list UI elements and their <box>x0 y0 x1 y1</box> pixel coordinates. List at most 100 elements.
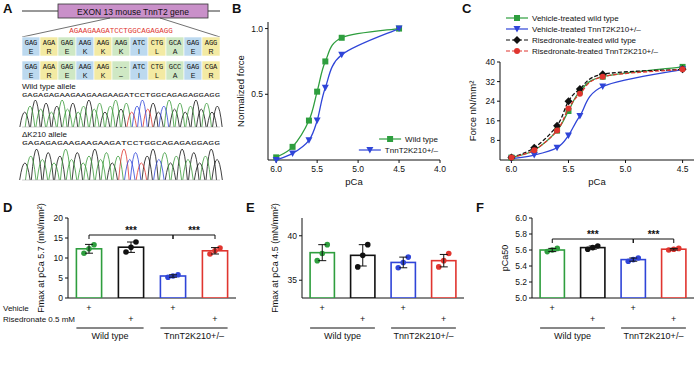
codon: ATC <box>133 39 146 47</box>
exon-box <box>58 4 208 18</box>
codon-cell <box>130 37 148 56</box>
error-bar <box>169 275 177 277</box>
treatment-mark: + <box>590 314 595 324</box>
treatment-mark: + <box>441 314 446 324</box>
data-point <box>355 264 361 270</box>
trace-sequence: GAGAGAGAAGAAGAAGAAGATCCTGGCAGAGAGGAGG <box>22 92 220 99</box>
bar-chart: 5.05.25.45.65.86.0pCa50******++++Wild ty… <box>500 213 694 341</box>
bar <box>581 248 605 298</box>
bar <box>202 251 227 298</box>
y-tick-label: 5.0 <box>515 293 527 303</box>
codon: GCA <box>169 39 182 47</box>
y-tick <box>65 298 68 299</box>
series-line <box>511 69 682 157</box>
data-point <box>600 74 606 80</box>
amino-acid: I <box>138 48 140 55</box>
codon-cell <box>166 37 184 56</box>
y-axis-label: Fmax at pCa 5.7 (mN/mm²) <box>36 203 46 313</box>
codon-cell <box>148 37 166 56</box>
data-point <box>554 128 560 134</box>
codon-cell <box>166 61 184 80</box>
y-tick <box>529 266 532 267</box>
amino-acid: A <box>173 48 178 55</box>
y-tick-label: 15 <box>54 233 64 243</box>
treatment-mark: + <box>320 303 325 313</box>
data-point <box>338 52 345 59</box>
group-label: Wild type <box>91 331 128 341</box>
trace-peaks <box>20 149 223 180</box>
trace-peaks <box>25 100 211 127</box>
data-point <box>339 35 345 41</box>
legend-label: Vehicle-treated TnnT2K210+/– <box>532 25 641 34</box>
group-line <box>621 328 686 329</box>
series-line <box>511 69 682 157</box>
amino-acid: – <box>119 72 123 79</box>
treatment-mark: + <box>631 303 636 313</box>
y-tick-label: 6.0 <box>515 213 527 223</box>
trace-sequence: GAGAGAGAAGAAGAAGATCCTGGCAGAGAGGAGG <box>22 140 220 147</box>
legend-label: TnnT2K210+/– <box>385 146 439 155</box>
amino-acid: E <box>65 72 70 79</box>
data-point <box>554 145 561 152</box>
codon: GAG <box>187 63 200 71</box>
data-point <box>600 74 606 80</box>
treatment-mark: + <box>170 303 175 313</box>
bar <box>662 249 686 298</box>
x-tick <box>625 160 626 163</box>
group-label: Wild type <box>554 331 591 341</box>
y-tick <box>529 250 532 251</box>
data-point <box>322 85 329 92</box>
bar <box>160 276 185 298</box>
y-axis-label: Normalized force <box>235 55 246 127</box>
legend-marker <box>514 15 520 21</box>
bar <box>76 249 101 298</box>
codon: CTG <box>151 63 164 71</box>
amino-acid: A <box>173 72 178 79</box>
codon-cell <box>94 37 112 56</box>
y-tick <box>65 278 68 279</box>
y-axis-label: pCa50 <box>500 245 510 272</box>
plot-area <box>507 64 686 162</box>
y-tick <box>497 62 500 63</box>
allele-label: Wild type allele <box>22 82 76 91</box>
x-tick-label: 6.0 <box>270 164 282 174</box>
group-line <box>391 328 456 329</box>
data-point <box>396 26 402 32</box>
codon: CTG <box>151 39 164 47</box>
data-point <box>531 147 537 153</box>
y-axis-label: Force nN/mm² <box>467 81 478 142</box>
plot-area <box>273 26 403 164</box>
error-bar <box>629 258 637 261</box>
bar <box>540 250 564 298</box>
x-tick <box>399 160 400 163</box>
amino-acid: K <box>101 72 106 79</box>
y-tick <box>265 28 268 29</box>
codon: AAG <box>79 39 92 47</box>
amino-acid: L <box>155 48 159 55</box>
amino-acid: E <box>191 48 196 55</box>
x-tick-label: 5.5 <box>563 164 575 174</box>
treatment-mark: + <box>128 314 133 324</box>
panel-label: F <box>476 200 484 215</box>
trace-baseline <box>22 180 220 181</box>
y-tick-label: 10 <box>54 253 64 263</box>
codon: CGA <box>205 63 218 71</box>
figure: ABCDEFEXON 13 mouse TnnT2 geneAGAAGAAGAT… <box>0 0 700 369</box>
bar-chart: 05101520Fmax at pCa 5.7 (mN/mm²)******Ve… <box>3 203 236 341</box>
data-point <box>565 133 572 140</box>
data-point <box>508 155 514 161</box>
panel-label: E <box>246 200 255 215</box>
data-point <box>531 147 537 153</box>
treatment-mark: + <box>86 303 91 313</box>
amino-acid: R <box>208 72 213 79</box>
codon-cell <box>22 37 40 56</box>
amino-acid: L <box>155 72 159 79</box>
group-line <box>310 328 375 329</box>
y-axis-label: Fmax at pCa 4.5 (mN/mm²) <box>270 203 280 313</box>
codon: GAG <box>61 39 74 47</box>
y-tick <box>529 282 532 283</box>
codon-cell <box>58 61 76 80</box>
codon: GAG <box>61 63 74 71</box>
codon-cell <box>58 37 76 56</box>
error-bar <box>359 245 367 266</box>
